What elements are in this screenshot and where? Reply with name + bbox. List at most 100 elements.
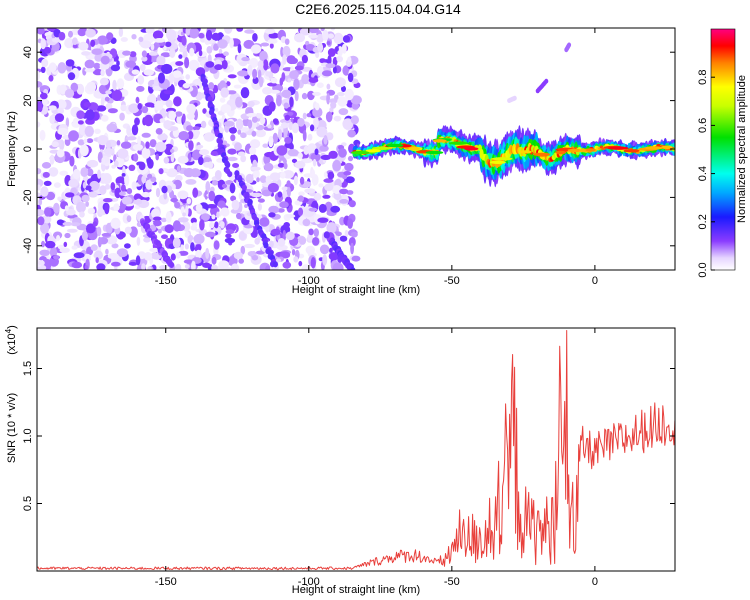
noise-blob [259, 175, 267, 184]
noise-blob [269, 240, 274, 248]
noise-blob [97, 35, 108, 45]
noise-blob [157, 133, 168, 141]
noise-blob [334, 77, 346, 88]
noise-blob [85, 201, 89, 207]
signal-peak [555, 150, 567, 155]
snr-frame [36, 327, 676, 572]
noise-blob [53, 182, 61, 188]
figure-title: C2E6.2025.115.04.04.G14 [295, 1, 461, 17]
noise-blob [161, 234, 168, 239]
noise-blob [214, 64, 223, 71]
signal-peak [492, 157, 513, 161]
noise-blob [43, 180, 52, 186]
noise-blob [145, 52, 152, 65]
noise-blob [264, 28, 276, 34]
noise-blob [141, 263, 146, 270]
noise-blob [126, 188, 133, 195]
signal-peak [464, 147, 479, 151]
noise-blob [135, 96, 140, 104]
noise-blob [106, 123, 118, 133]
noise-blob [152, 86, 162, 91]
noise-blob [327, 33, 335, 39]
noise-blob [153, 216, 162, 221]
noise-blob [88, 191, 98, 198]
tone-blob [544, 78, 549, 84]
noise-blob [205, 231, 216, 238]
noise-blob [116, 248, 128, 258]
snr-xtick-label: 0 [592, 576, 598, 588]
noise-blob [261, 189, 272, 197]
noise-blob [169, 48, 176, 58]
noise-blob [269, 172, 281, 181]
noise-blob [299, 28, 311, 36]
noise-blob [188, 59, 200, 71]
noise-blob [317, 42, 324, 53]
noise-blob [48, 75, 54, 82]
noise-blob [208, 82, 215, 90]
noise-blob [207, 161, 214, 170]
noise-blob [270, 63, 280, 74]
noise-blob [291, 122, 299, 134]
noise-blob [180, 244, 184, 252]
noise-blob [305, 245, 315, 255]
noise-blob [210, 151, 219, 156]
noise-blob [289, 96, 294, 108]
signal-peak [585, 148, 596, 152]
noise-blob [192, 187, 199, 198]
noise-blob [227, 148, 237, 155]
noise-blob [110, 64, 121, 72]
noise-blob [239, 231, 247, 240]
noise-blob [232, 163, 240, 168]
noise-blob [230, 134, 236, 142]
noise-blob [80, 28, 87, 35]
colorbar-ticks: 0.0 0.2 0.4 0.6 0.8 [697, 70, 715, 278]
noise-blob [316, 33, 324, 43]
noise-blob [342, 35, 351, 43]
noise-blob [341, 43, 347, 54]
noise-blob [125, 60, 137, 68]
noise-blob [144, 102, 155, 108]
noise-blob [57, 127, 69, 135]
noise-blob [86, 138, 94, 144]
noise-blob [268, 212, 276, 218]
noise-blob [68, 179, 79, 188]
noise-blob [175, 263, 182, 270]
noise-blob [45, 191, 56, 201]
noise-blob [208, 190, 216, 202]
noise-blob [147, 266, 152, 270]
noise-blob [326, 93, 330, 105]
noise-blob [240, 155, 247, 163]
noise-blob [188, 28, 200, 39]
noise-blob [148, 51, 159, 56]
noise-blob [279, 251, 291, 259]
noise-blob [229, 182, 236, 194]
heatmap-ytick-label: 20 [22, 94, 34, 106]
noise-blob [332, 185, 342, 194]
noise-blob [247, 100, 255, 108]
noise-blob [316, 126, 328, 138]
noise-blob [225, 233, 232, 239]
noise-blob [257, 203, 262, 211]
noise-blob [313, 228, 319, 238]
noise-blob [327, 171, 335, 180]
streak-blob [272, 261, 278, 268]
noise-blob [269, 89, 281, 94]
noise-blob [41, 58, 49, 68]
signal-peak [608, 146, 629, 150]
noise-blob [53, 255, 60, 260]
noise-blob [79, 211, 85, 218]
noise-blob [237, 129, 242, 135]
noise-blob [93, 62, 101, 70]
noise-blob [155, 153, 159, 161]
noise-blob [301, 74, 310, 85]
noise-blob [268, 135, 274, 148]
noise-blob [201, 213, 210, 221]
noise-blob [84, 59, 95, 69]
noise-blob [83, 101, 92, 108]
noise-blob [78, 41, 89, 51]
noise-blob [76, 201, 86, 213]
noise-blob [65, 59, 75, 67]
colorbar-tick-label: 0.2 [697, 214, 709, 229]
noise-blob [90, 244, 98, 252]
noise-blob [124, 226, 132, 234]
